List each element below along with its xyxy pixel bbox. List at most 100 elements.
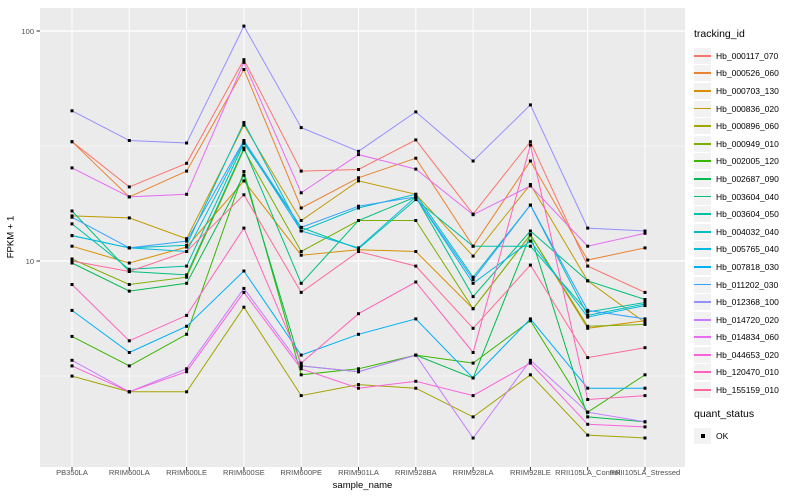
data-point [586, 264, 590, 268]
legend-item-Hb_003604_050: Hb_003604_050 [694, 205, 798, 223]
legend-item-label: Hb_000117_070 [716, 50, 779, 61]
legend-item-Hb_000526_060: Hb_000526_060 [694, 65, 798, 83]
legend-item-label: Hb_004032_040 [716, 226, 779, 237]
legend-items: Hb_000117_070 Hb_000526_060 Hb_000703_130 H… [694, 47, 798, 399]
data-point [357, 332, 360, 336]
data-point [185, 161, 189, 165]
data-point [528, 244, 532, 248]
data-point [414, 219, 418, 222]
x-tick-label: RRIM600SE [223, 468, 265, 477]
data-point [242, 179, 246, 183]
data-point [586, 326, 590, 330]
data-point [414, 167, 418, 171]
data-point [70, 308, 74, 312]
legend-item-label: OK [716, 430, 729, 441]
data-point [586, 308, 590, 312]
data-point [414, 110, 418, 114]
legend-item-label: Hb_014720_020 [716, 314, 779, 325]
data-point [299, 126, 303, 130]
x-tick-label: RRIM928BA [394, 468, 437, 477]
data-point [127, 267, 131, 271]
legend-item-Hb_003604_040: Hb_003604_040 [694, 188, 798, 206]
data-point [127, 351, 131, 354]
legend-key-swatch-icon [694, 311, 711, 328]
data-point [643, 425, 647, 429]
legend-key-swatch-icon [694, 382, 711, 399]
data-point [643, 394, 647, 398]
legend-key-swatch-icon [694, 170, 711, 187]
data-point [299, 281, 303, 285]
data-point [643, 373, 647, 377]
legend-key-swatch-icon [694, 241, 711, 258]
data-point [643, 319, 647, 323]
data-point [643, 322, 647, 326]
legend-item-label: Hb_002687_090 [716, 173, 779, 184]
data-point [586, 313, 590, 317]
data-point [127, 390, 131, 394]
data-point [414, 264, 418, 268]
data-point [70, 364, 74, 368]
data-point [70, 261, 74, 265]
legend-item-Hb_155159_010: Hb_155159_010 [694, 381, 798, 399]
data-point [643, 229, 647, 233]
legend-item-label: Hb_003604_050 [716, 209, 779, 220]
legend-item-label: Hb_000836_020 [716, 103, 779, 114]
data-point [643, 246, 647, 250]
legend-item-label: Hb_120470_010 [716, 367, 779, 378]
legend-key-swatch-icon [694, 118, 711, 135]
legend-key-swatch-icon [694, 276, 711, 293]
data-point [528, 263, 532, 267]
data-point [299, 169, 303, 173]
legend-item-Hb_002687_090: Hb_002687_090 [694, 170, 798, 188]
legend-key-swatch-icon [694, 364, 711, 381]
data-point [242, 146, 246, 150]
data-point [127, 261, 131, 265]
data-point [127, 289, 131, 293]
data-point [357, 219, 360, 222]
data-point [242, 139, 246, 142]
data-point [70, 334, 74, 338]
data-point [127, 246, 131, 250]
x-tick-label: RRIM928LE [509, 468, 551, 477]
data-point [643, 317, 647, 321]
data-point [70, 374, 74, 378]
legend-item-label: Hb_003604_040 [716, 191, 779, 202]
data-point [70, 166, 74, 170]
data-point [242, 148, 246, 152]
data-point [299, 373, 303, 377]
x-tick-label: RRIM600PE [280, 468, 323, 477]
data-point [528, 143, 532, 147]
data-point [299, 290, 303, 294]
legend-item-label: Hb_000526_060 [716, 68, 779, 79]
data-point [357, 383, 360, 387]
data-point [586, 324, 590, 328]
legend-key-swatch-icon [694, 82, 711, 99]
data-point [528, 140, 532, 144]
legend-key-swatch-icon [694, 223, 711, 240]
legend-item-Hb_002005_120: Hb_002005_120 [694, 153, 798, 171]
data-point [185, 367, 189, 371]
legend-key-swatch-icon [694, 47, 711, 64]
data-point [414, 192, 418, 196]
data-point [357, 246, 360, 250]
data-point [242, 58, 246, 62]
y-tick-label: 10 [25, 256, 34, 266]
data-point [242, 121, 246, 124]
legend-item-Hb_000836_020: Hb_000836_020 [694, 100, 798, 118]
data-point [70, 215, 74, 219]
data-point [586, 398, 590, 401]
data-point [299, 250, 303, 253]
legend-title-quant-status: quant_status [694, 407, 755, 420]
data-point [643, 386, 647, 390]
data-point [299, 219, 303, 222]
data-point [471, 213, 475, 217]
legend-quant-status: quant_status OK [694, 408, 798, 445]
legend-item-Hb_000703_130: Hb_000703_130 [694, 82, 798, 100]
legend-item-Hb_007818_030: Hb_007818_030 [694, 258, 798, 276]
data-point [299, 364, 303, 368]
data-point [586, 422, 590, 426]
data-point [70, 109, 74, 113]
data-point [242, 123, 246, 127]
